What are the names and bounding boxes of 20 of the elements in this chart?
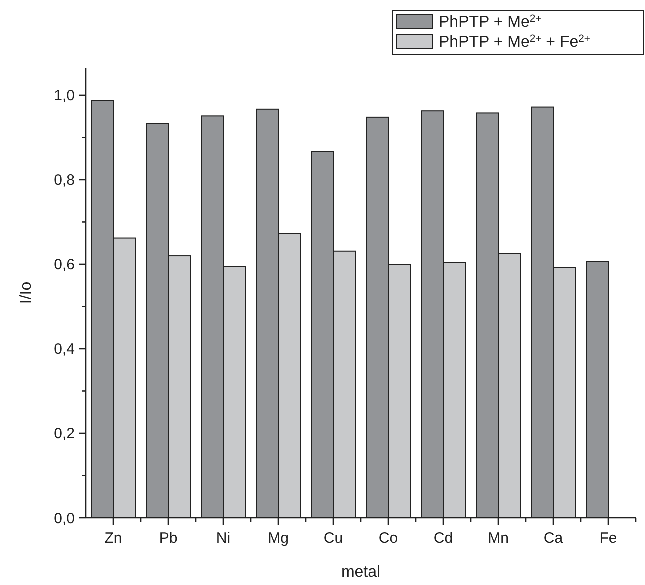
x-tick-label: Mg bbox=[268, 530, 289, 547]
y-tick-label: 0,6 bbox=[54, 256, 75, 274]
y-tick-label: 0,0 bbox=[54, 510, 75, 528]
x-tick-label: Fe bbox=[600, 530, 618, 547]
x-tick-label: Cd bbox=[434, 530, 454, 547]
legend-label: PhPTP + Me$^{2+}$ bbox=[439, 14, 542, 31]
x-tick-label: Ni bbox=[216, 530, 231, 547]
y-tick-label: 0,2 bbox=[54, 426, 75, 443]
x-tick-label: Mn bbox=[488, 530, 509, 547]
x-tick-label: Cu bbox=[324, 530, 344, 547]
x-tick-label: Ca bbox=[544, 530, 564, 547]
x-tick-label: Co bbox=[378, 530, 398, 547]
x-tick-label: Zn bbox=[104, 530, 122, 547]
x-tick-label: Pb bbox=[159, 530, 178, 547]
y-tick-label: 1,0 bbox=[54, 88, 75, 105]
y-tick-label: 0,4 bbox=[54, 341, 75, 358]
legend-label: PhPTP + Me$^{2+}$ + Fe$^{2+}$ bbox=[439, 34, 590, 51]
y-axis-title: I/Io bbox=[18, 282, 35, 304]
x-axis-title: metal bbox=[341, 564, 381, 581]
y-tick-label: 0,8 bbox=[54, 172, 75, 190]
